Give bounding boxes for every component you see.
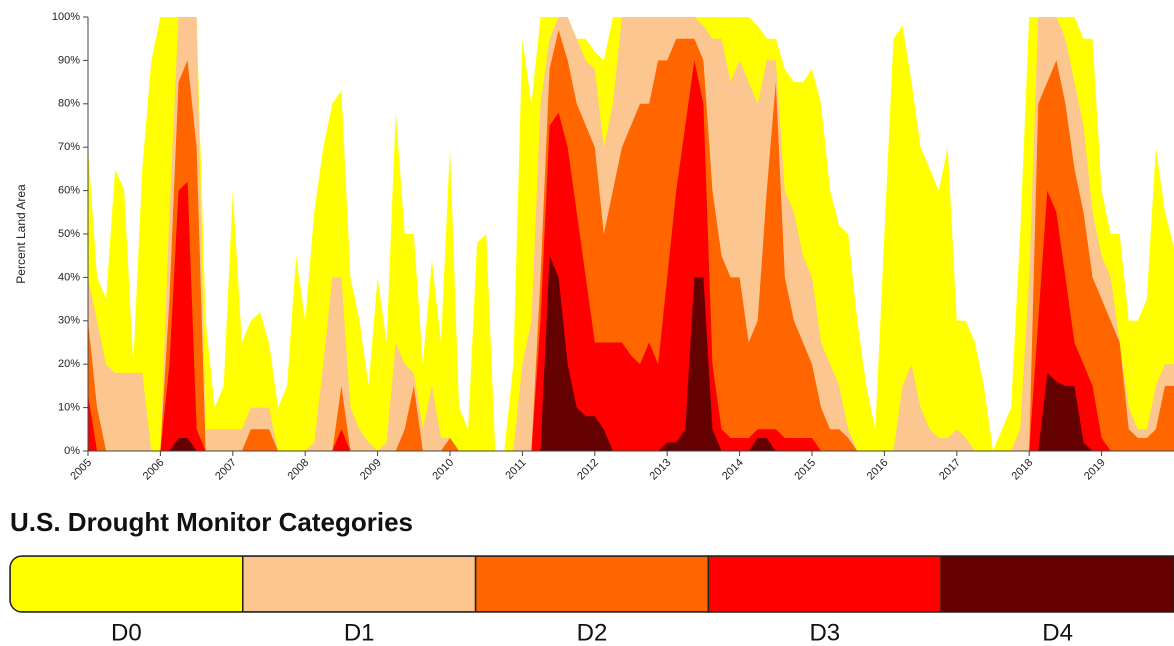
legend-label: D4 <box>1042 619 1073 646</box>
legend-border <box>9 555 1174 613</box>
area-2 <box>88 30 1174 452</box>
x-tick-label: 2018 <box>1010 457 1036 483</box>
plot-area <box>88 17 1174 452</box>
x-tick-label: 2014 <box>720 457 746 483</box>
y-tick-label: 90% <box>58 54 80 66</box>
x-tick-label: 2013 <box>648 457 674 483</box>
legend-swatch <box>474 556 710 612</box>
x-tick-label: 2019 <box>1082 457 1108 483</box>
x-tick-label: 2005 <box>68 457 94 483</box>
y-tick-label: 0% <box>64 445 80 457</box>
y-tick-label: 10% <box>58 402 80 414</box>
legend-label: D2 <box>577 619 608 646</box>
y-tick-label: 60% <box>58 185 80 197</box>
area-4 <box>88 255 1174 451</box>
x-tick-label: 2011 <box>503 457 528 482</box>
legend-swatch <box>940 556 1174 612</box>
x-tick-label: 2016 <box>865 457 891 483</box>
x-tick-label: 2009 <box>358 457 384 483</box>
y-tick-label: 40% <box>58 271 80 283</box>
legend-swatch <box>242 556 477 612</box>
y-tick-label: 50% <box>58 228 80 240</box>
x-tick-label: 2006 <box>141 457 167 483</box>
y-axis-label: Percent Land Area <box>14 184 28 284</box>
legend-label: D0 <box>111 619 142 646</box>
legend-label: D3 <box>809 619 840 646</box>
x-tick-label: 2008 <box>286 457 312 483</box>
x-tick-label: 2017 <box>937 457 963 483</box>
x-tick-label: 2010 <box>430 457 456 483</box>
x-tick-label: 2015 <box>792 457 818 483</box>
x-tick-label: 2012 <box>575 457 601 483</box>
y-tick-label: 80% <box>58 98 80 110</box>
y-tick-label: 20% <box>58 358 80 370</box>
y-tick-label: 30% <box>58 315 80 327</box>
legend-swatch <box>707 556 942 612</box>
legend-label: D1 <box>344 619 375 646</box>
legend-title: U.S. Drought Monitor Categories <box>10 507 413 537</box>
y-tick-label: 70% <box>58 141 80 153</box>
legend-swatch <box>10 556 244 612</box>
y-tick-label: 100% <box>52 11 80 23</box>
x-tick-label: 2007 <box>213 457 239 483</box>
legend <box>10 556 1174 612</box>
